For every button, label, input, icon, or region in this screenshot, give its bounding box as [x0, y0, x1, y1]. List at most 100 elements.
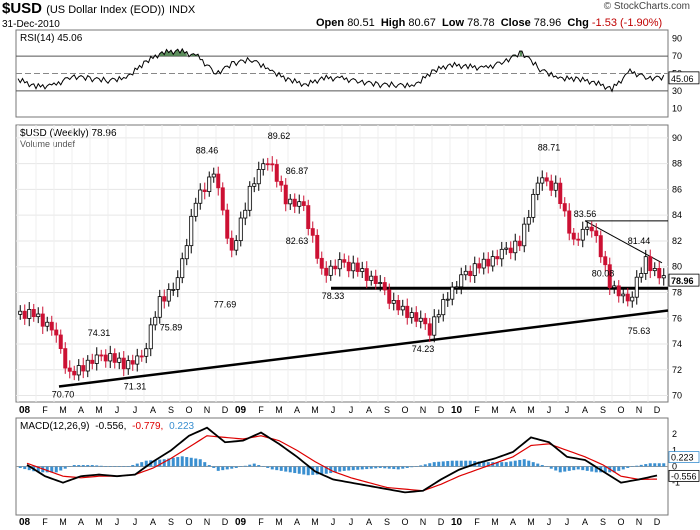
price-bar — [54, 322, 59, 343]
price-bar — [540, 170, 545, 191]
macd-histogram-bar — [572, 466, 576, 471]
x-tick-label: D — [438, 517, 445, 527]
x-tick-label: N — [420, 405, 427, 415]
macd-histogram-bar — [117, 466, 121, 467]
x-tick-label: M — [95, 517, 103, 527]
rsi-overbought-fill — [519, 50, 522, 57]
price-bar — [238, 211, 243, 247]
macd-histogram-bar — [243, 465, 247, 467]
price-bar-body — [112, 353, 117, 363]
macd-histogram-bar — [189, 457, 193, 467]
rsi-current-box — [668, 71, 700, 85]
price-bar — [522, 217, 527, 253]
price-bar-body — [157, 296, 162, 318]
price-bar — [63, 342, 68, 374]
price-bar — [418, 310, 423, 329]
macd-histogram-bar — [59, 466, 63, 471]
x-tick-label: 10 — [451, 405, 463, 416]
price-annotation: 70.70 — [52, 390, 75, 400]
price-bar — [571, 228, 576, 246]
x-tick-label: O — [617, 517, 624, 527]
price-bar-body — [378, 282, 383, 284]
price-bar-body — [387, 289, 392, 304]
price-bar-body — [99, 354, 104, 357]
price-bar-body — [252, 183, 257, 187]
x-tick-label: 08 — [19, 517, 31, 528]
price-bar-body — [346, 261, 351, 272]
x-tick-label: J — [133, 517, 138, 527]
price-bar — [648, 249, 653, 279]
price-bar-body — [657, 267, 662, 279]
price-bar-body — [531, 193, 536, 218]
price-bar-body — [468, 270, 473, 277]
macd-histogram-bar — [419, 465, 423, 467]
price-bar — [72, 365, 77, 381]
price-bar-body — [184, 245, 189, 260]
price-bar — [184, 238, 189, 266]
macd-histogram-bar — [428, 463, 432, 467]
macd-histogram-bar — [536, 463, 540, 467]
price-bar — [364, 261, 369, 289]
x-tick-label: D — [222, 517, 229, 527]
price-bar — [585, 222, 590, 236]
x-tick-label: S — [600, 405, 606, 415]
price-bar-body — [40, 313, 45, 327]
price-bar-body — [454, 286, 459, 289]
price-bar — [535, 176, 540, 201]
rsi-tick-label: 70 — [672, 51, 682, 61]
macd-histogram-bar — [333, 466, 337, 473]
price-bar — [549, 174, 554, 197]
macd-histogram-bar — [360, 466, 364, 470]
macd-histogram-bar — [351, 466, 355, 471]
price-bar-body — [409, 312, 414, 318]
price-bar-body — [540, 177, 545, 184]
macd-histogram-bar — [225, 466, 229, 470]
price-bar — [490, 250, 495, 272]
low-label: Low — [442, 17, 465, 29]
ticker-title: $USD (US Dollar Index (EOD)) INDX — [2, 0, 195, 17]
macd-current-box — [668, 469, 700, 482]
macd-tick-label: 0 — [672, 462, 677, 472]
price-bar-body — [513, 240, 518, 254]
x-tick-label: 09 — [235, 405, 247, 416]
x-tick-label: M — [491, 405, 499, 415]
macd-histogram-bar — [383, 466, 387, 469]
x-tick-label: O — [401, 405, 408, 415]
macd-histogram-bar — [635, 465, 639, 467]
macd-histogram-bar — [554, 466, 558, 471]
price-bar-body — [490, 256, 495, 267]
x-tick-label: J — [547, 405, 552, 415]
macd-histogram-bar — [90, 465, 94, 467]
macd-histogram-bar — [486, 462, 490, 467]
price-bar — [396, 294, 401, 316]
price-bar — [171, 282, 176, 296]
macd-histogram-bar — [45, 466, 49, 473]
price-bar — [531, 188, 536, 223]
macd-histogram-bar — [293, 466, 297, 474]
price-bar — [324, 261, 329, 283]
macd-histogram-bar — [387, 466, 391, 469]
macd-histogram-bar — [23, 466, 27, 470]
macd-histogram-bar — [306, 466, 310, 476]
price-bar — [382, 277, 387, 296]
price-bar-body — [598, 235, 603, 258]
price-bar — [49, 315, 54, 336]
price-bar-body — [423, 317, 428, 325]
x-tick-label: D — [654, 517, 661, 527]
price-bar — [414, 306, 419, 328]
price-bar-body — [517, 240, 522, 247]
macd-histogram-bar — [396, 466, 400, 470]
price-bar — [27, 302, 32, 327]
x-tick-label: J — [349, 405, 354, 415]
price-bar — [526, 209, 531, 232]
macd-histogram-bar — [545, 466, 549, 467]
macd-histogram-bar — [140, 462, 144, 467]
macd-histogram-bar — [509, 461, 513, 467]
price-bar-body — [418, 317, 423, 322]
x-tick-label: 09 — [235, 517, 247, 528]
price-bar — [544, 172, 549, 187]
rsi-title: RSI(14) 45.06 — [20, 33, 83, 44]
price-bar-body — [135, 355, 140, 365]
price-bar — [477, 257, 482, 274]
macd-histogram-bar — [68, 466, 72, 467]
